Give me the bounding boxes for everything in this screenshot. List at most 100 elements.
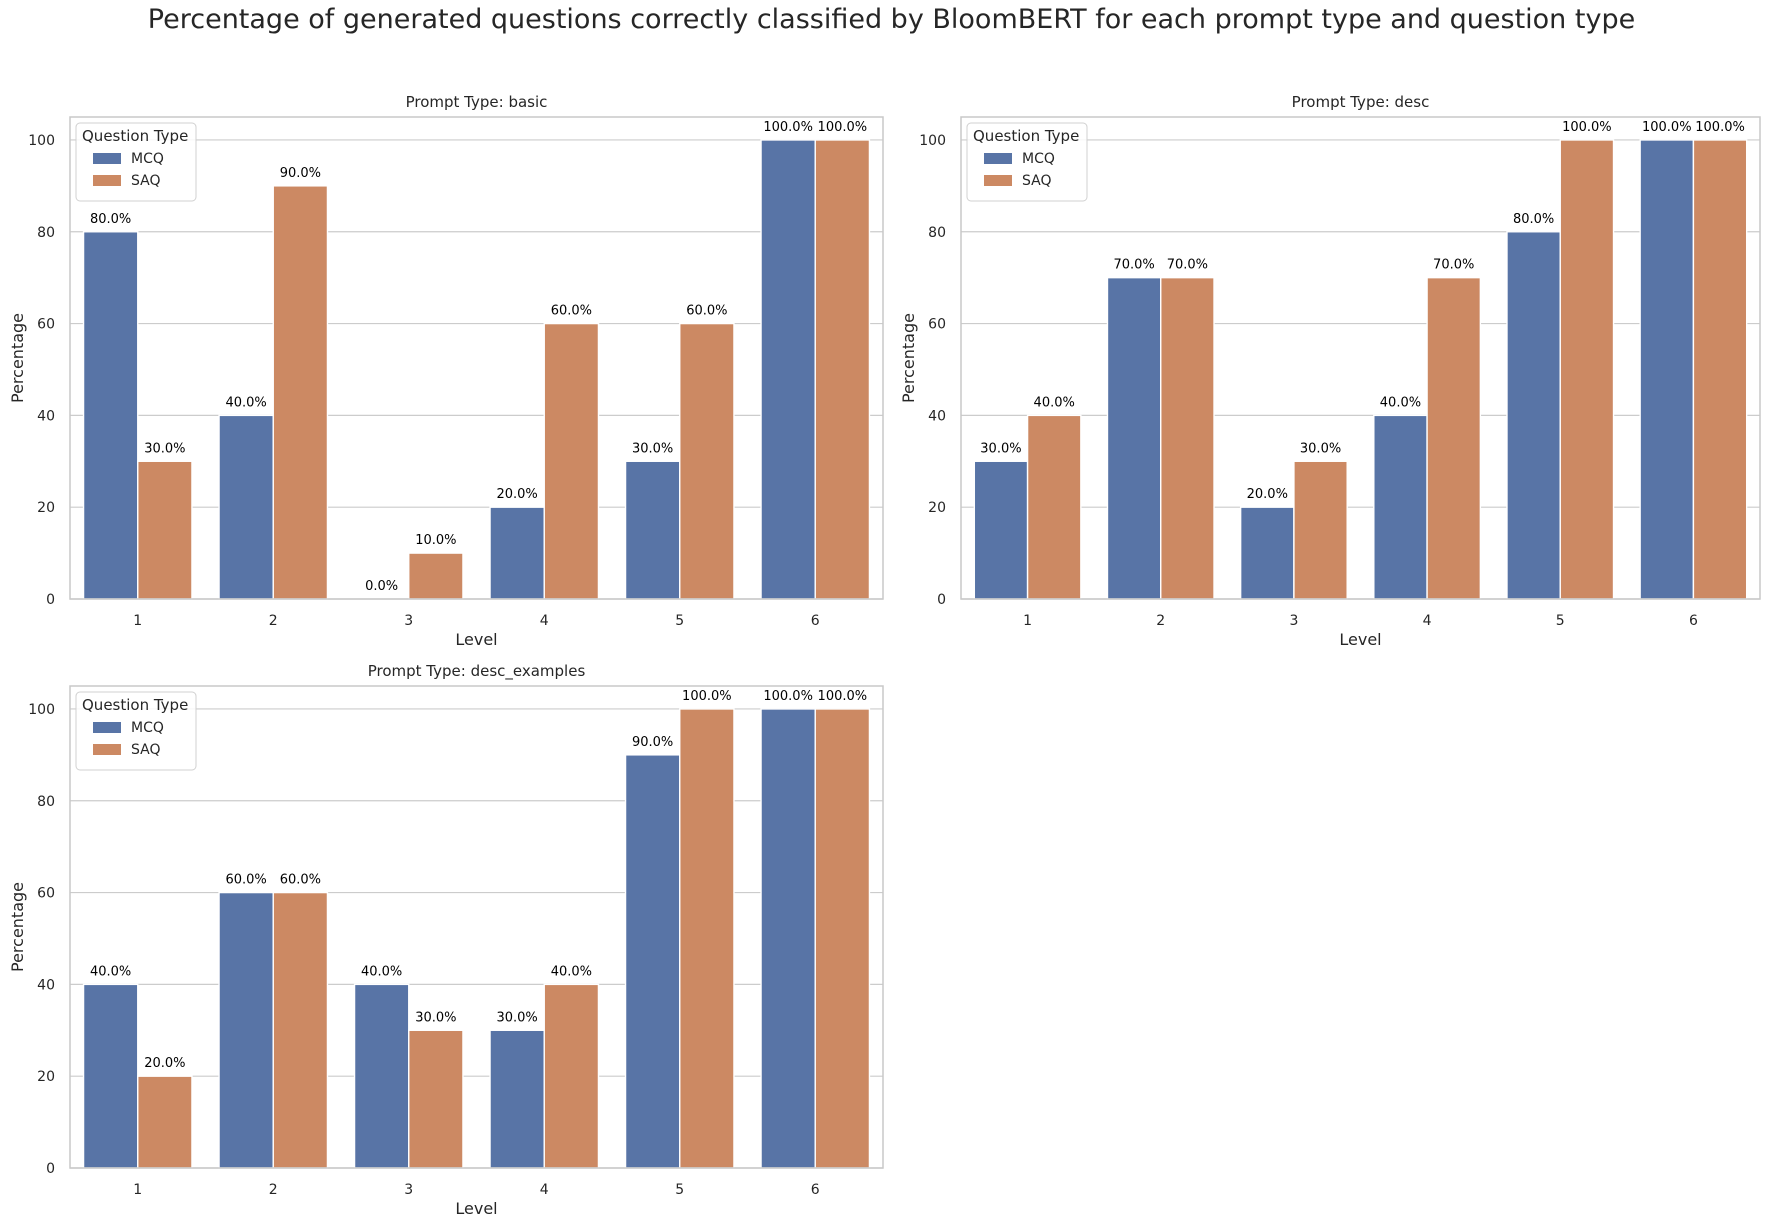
data-label-mcq-level-3: 40.0% — [361, 964, 402, 979]
data-label-saq-level-3: 30.0% — [415, 1010, 456, 1025]
x-tick-label: 3 — [1289, 613, 1298, 629]
legend-swatch-mcq — [93, 153, 121, 164]
bar-saq-level-4 — [1426, 276, 1482, 600]
panel-title: Prompt Type: basic — [406, 93, 548, 111]
data-label-mcq-level-1: 40.0% — [90, 964, 131, 979]
data-label-mcq-level-6: 100.0% — [763, 120, 813, 135]
x-tick-label: 6 — [811, 613, 820, 629]
bar-saq-level-3 — [408, 552, 464, 600]
data-label-saq-level-2: 60.0% — [280, 873, 321, 888]
x-tick-label: 6 — [1689, 613, 1698, 629]
legend-swatch-saq — [93, 175, 121, 186]
data-label-saq-level-5: 100.0% — [1562, 120, 1612, 135]
data-label-mcq-level-6: 100.0% — [1642, 120, 1692, 135]
bar-saq-level-6 — [814, 708, 871, 1169]
legend: Question Type MCQ SAQ — [75, 122, 197, 202]
x-tick-label: 3 — [404, 1182, 413, 1198]
axes-frame — [69, 685, 884, 1169]
panel-title: Prompt Type: desc — [1292, 93, 1430, 111]
bar-saq-level-6 — [1692, 139, 1748, 600]
y-tick-label: 0 — [937, 592, 946, 608]
data-label-mcq-level-4: 20.0% — [496, 487, 537, 502]
y-tick-label: 40 — [37, 408, 55, 424]
x-tick-label: 2 — [1156, 613, 1165, 629]
data-label-saq-level-6: 100.0% — [1695, 120, 1745, 135]
data-label-saq-level-4: 70.0% — [1433, 258, 1474, 273]
axes-frame — [960, 116, 1761, 600]
bar-mcq-level-6 — [760, 708, 816, 1169]
x-tick-label: 4 — [540, 613, 549, 629]
x-tick-label: 5 — [675, 1182, 684, 1198]
chart-panel-2: 30.0% 70.0% 20.0% 40.0% 80.0% 100.0% 40.0% 70.0… — [899, 93, 1761, 649]
bar-saq-level-2 — [272, 185, 329, 600]
legend-label-mcq: MCQ — [1022, 151, 1055, 167]
y-axis-label: Percentage — [8, 313, 27, 403]
data-label-mcq-level-2: 40.0% — [225, 395, 266, 410]
data-label-saq-level-1: 20.0% — [144, 1056, 185, 1071]
legend-title: Question Type — [82, 127, 188, 145]
x-tick-label: 5 — [675, 613, 684, 629]
data-label-saq-level-4: 60.0% — [551, 304, 592, 319]
data-label-saq-level-6: 100.0% — [818, 689, 868, 704]
x-tick-label: 5 — [1556, 613, 1565, 629]
bar-saq-level-4 — [543, 322, 600, 600]
bar-mcq-level-5 — [624, 460, 681, 600]
y-tick-label: 100 — [28, 702, 55, 718]
bar-saq-level-6 — [814, 139, 871, 600]
y-tick-label: 40 — [37, 977, 55, 993]
legend: Question Type MCQ SAQ — [966, 122, 1088, 202]
data-label-saq-level-3: 10.0% — [415, 533, 456, 548]
bar-mcq-level-1 — [82, 983, 139, 1169]
data-label-mcq-level-1: 30.0% — [980, 441, 1021, 456]
x-tick-label: 1 — [133, 1182, 142, 1198]
x-axis-label: Level — [455, 1199, 497, 1218]
bar-mcq-level-1 — [82, 231, 139, 600]
legend-swatch-saq — [93, 744, 121, 755]
y-tick-label: 60 — [37, 317, 55, 333]
y-tick-label: 20 — [37, 1069, 55, 1085]
bar-saq-level-1 — [1026, 414, 1082, 600]
bar-saq-level-5 — [679, 322, 735, 600]
y-tick-label: 100 — [28, 133, 55, 149]
bar-mcq-level-4 — [1373, 414, 1428, 600]
y-tick-label: 60 — [37, 886, 55, 902]
data-label-mcq-level-2: 60.0% — [225, 873, 266, 888]
bar-mcq-level-6 — [760, 139, 816, 600]
legend-label-saq: SAQ — [131, 173, 161, 189]
bar-mcq-level-2 — [218, 414, 274, 600]
axes-frame — [69, 116, 884, 600]
legend-swatch-saq — [984, 175, 1012, 186]
y-tick-label: 0 — [46, 1161, 55, 1177]
legend-swatch-mcq — [93, 722, 121, 733]
data-label-mcq-level-5: 30.0% — [632, 441, 673, 456]
y-tick-label: 40 — [928, 408, 946, 424]
bar-saq-level-1 — [137, 460, 193, 600]
bar-mcq-level-3 — [353, 983, 410, 1169]
legend: Question Type MCQ SAQ — [75, 691, 197, 771]
data-label-saq-level-1: 40.0% — [1034, 395, 1075, 410]
bar-saq-level-3 — [1293, 460, 1348, 600]
data-label-mcq-level-4: 40.0% — [1380, 395, 1421, 410]
legend-swatch-mcq — [984, 153, 1012, 164]
bar-mcq-level-4 — [489, 506, 545, 600]
data-label-saq-level-1: 30.0% — [144, 441, 185, 456]
bar-mcq-level-4 — [489, 1029, 545, 1169]
x-axis-label: Level — [455, 630, 497, 649]
legend-label-saq: SAQ — [1022, 173, 1052, 189]
data-label-saq-level-6: 100.0% — [818, 120, 868, 135]
chart-panel-3: 40.0% 60.0% 40.0% 30.0% 90.0% 100.0% 20.0% 60.0… — [8, 662, 884, 1218]
legend-title: Question Type — [973, 127, 1079, 145]
y-axis-label: Percentage — [899, 313, 918, 403]
data-label-saq-level-2: 90.0% — [280, 166, 321, 181]
data-label-mcq-level-1: 80.0% — [90, 212, 131, 227]
bar-mcq-level-5 — [624, 754, 681, 1169]
y-tick-label: 80 — [37, 794, 55, 810]
y-tick-label: 80 — [37, 225, 55, 241]
x-axis-label: Level — [1339, 630, 1381, 649]
y-tick-label: 60 — [928, 317, 946, 333]
bar-saq-level-1 — [137, 1075, 193, 1169]
y-tick-label: 20 — [37, 500, 55, 516]
legend-label-mcq: MCQ — [131, 151, 164, 167]
bar-mcq-level-2 — [218, 891, 274, 1169]
